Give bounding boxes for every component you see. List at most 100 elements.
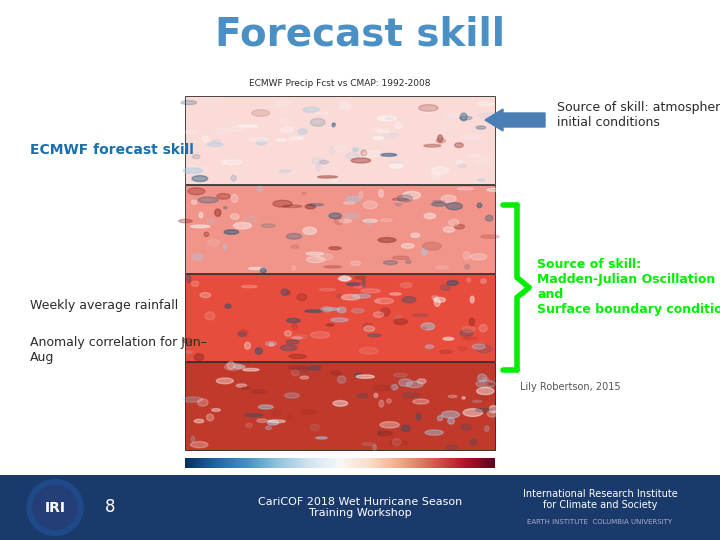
Ellipse shape bbox=[287, 340, 299, 344]
Ellipse shape bbox=[394, 319, 408, 325]
Ellipse shape bbox=[225, 363, 242, 370]
Ellipse shape bbox=[392, 198, 408, 200]
Ellipse shape bbox=[378, 238, 396, 242]
Ellipse shape bbox=[359, 347, 378, 354]
Ellipse shape bbox=[284, 393, 300, 398]
Ellipse shape bbox=[287, 291, 290, 295]
Ellipse shape bbox=[287, 319, 300, 322]
Ellipse shape bbox=[379, 400, 384, 407]
Ellipse shape bbox=[462, 326, 475, 332]
Ellipse shape bbox=[382, 133, 398, 138]
Ellipse shape bbox=[481, 279, 486, 284]
Ellipse shape bbox=[480, 325, 487, 332]
Ellipse shape bbox=[478, 102, 494, 106]
Ellipse shape bbox=[273, 200, 292, 207]
Ellipse shape bbox=[373, 386, 392, 390]
Ellipse shape bbox=[223, 245, 227, 249]
Ellipse shape bbox=[417, 379, 426, 383]
Ellipse shape bbox=[373, 127, 380, 131]
Text: IRI: IRI bbox=[45, 501, 66, 515]
Ellipse shape bbox=[186, 351, 192, 353]
Ellipse shape bbox=[460, 330, 473, 336]
Ellipse shape bbox=[343, 202, 355, 204]
Ellipse shape bbox=[266, 342, 276, 346]
Ellipse shape bbox=[363, 219, 377, 222]
Ellipse shape bbox=[390, 161, 401, 164]
Ellipse shape bbox=[355, 276, 366, 279]
Ellipse shape bbox=[215, 209, 221, 217]
Ellipse shape bbox=[397, 195, 413, 202]
Ellipse shape bbox=[395, 315, 401, 319]
Ellipse shape bbox=[424, 144, 441, 147]
Ellipse shape bbox=[283, 205, 302, 207]
Ellipse shape bbox=[354, 285, 364, 288]
Ellipse shape bbox=[432, 296, 438, 299]
Ellipse shape bbox=[444, 227, 454, 232]
Ellipse shape bbox=[454, 225, 464, 229]
Ellipse shape bbox=[390, 164, 403, 168]
Text: ECMWF Precip Fcst vs CMAP: 1992-2008: ECMWF Precip Fcst vs CMAP: 1992-2008 bbox=[249, 78, 431, 87]
Ellipse shape bbox=[357, 394, 368, 397]
Ellipse shape bbox=[302, 192, 306, 194]
Ellipse shape bbox=[402, 296, 416, 303]
Ellipse shape bbox=[477, 374, 487, 382]
Text: EARTH INSTITUTE  COLUMBIA UNIVERSITY: EARTH INSTITUTE COLUMBIA UNIVERSITY bbox=[528, 518, 672, 524]
Ellipse shape bbox=[394, 373, 408, 377]
Ellipse shape bbox=[320, 160, 329, 164]
Ellipse shape bbox=[422, 327, 426, 329]
Ellipse shape bbox=[257, 419, 267, 422]
Ellipse shape bbox=[434, 299, 440, 306]
Ellipse shape bbox=[198, 197, 218, 203]
Ellipse shape bbox=[481, 235, 499, 238]
Ellipse shape bbox=[248, 267, 266, 269]
Ellipse shape bbox=[192, 176, 207, 181]
Ellipse shape bbox=[405, 260, 411, 264]
Ellipse shape bbox=[289, 354, 306, 359]
Ellipse shape bbox=[413, 314, 428, 316]
Ellipse shape bbox=[425, 430, 444, 435]
Ellipse shape bbox=[216, 378, 233, 384]
Ellipse shape bbox=[351, 308, 364, 313]
Ellipse shape bbox=[334, 146, 346, 152]
Ellipse shape bbox=[477, 345, 492, 353]
Ellipse shape bbox=[402, 425, 410, 431]
Ellipse shape bbox=[456, 160, 462, 166]
Ellipse shape bbox=[236, 384, 247, 387]
Ellipse shape bbox=[308, 204, 323, 206]
Ellipse shape bbox=[458, 164, 467, 167]
Ellipse shape bbox=[289, 137, 300, 140]
Ellipse shape bbox=[292, 336, 302, 339]
Ellipse shape bbox=[441, 285, 450, 290]
Ellipse shape bbox=[245, 414, 263, 417]
Ellipse shape bbox=[257, 186, 263, 191]
Ellipse shape bbox=[288, 366, 307, 369]
Ellipse shape bbox=[457, 187, 473, 190]
Bar bbox=[185, 96, 495, 184]
Ellipse shape bbox=[368, 334, 381, 337]
Ellipse shape bbox=[276, 139, 287, 141]
Ellipse shape bbox=[274, 410, 281, 416]
Ellipse shape bbox=[338, 307, 346, 313]
Ellipse shape bbox=[436, 266, 449, 269]
Ellipse shape bbox=[312, 158, 325, 164]
Ellipse shape bbox=[238, 330, 248, 335]
Ellipse shape bbox=[266, 426, 271, 429]
Ellipse shape bbox=[292, 266, 296, 270]
Ellipse shape bbox=[303, 107, 319, 112]
Ellipse shape bbox=[267, 420, 279, 425]
Ellipse shape bbox=[206, 99, 220, 105]
Text: Weekly average rainfall: Weekly average rainfall bbox=[30, 299, 179, 312]
Ellipse shape bbox=[364, 326, 374, 332]
Ellipse shape bbox=[373, 312, 384, 318]
Ellipse shape bbox=[330, 146, 335, 154]
Ellipse shape bbox=[379, 190, 384, 197]
Ellipse shape bbox=[306, 252, 323, 255]
Ellipse shape bbox=[441, 411, 459, 418]
Text: 8: 8 bbox=[104, 498, 115, 516]
Ellipse shape bbox=[422, 248, 427, 255]
Ellipse shape bbox=[454, 143, 463, 147]
Ellipse shape bbox=[310, 332, 330, 338]
Ellipse shape bbox=[392, 256, 409, 259]
Ellipse shape bbox=[279, 170, 290, 173]
Ellipse shape bbox=[402, 393, 420, 397]
